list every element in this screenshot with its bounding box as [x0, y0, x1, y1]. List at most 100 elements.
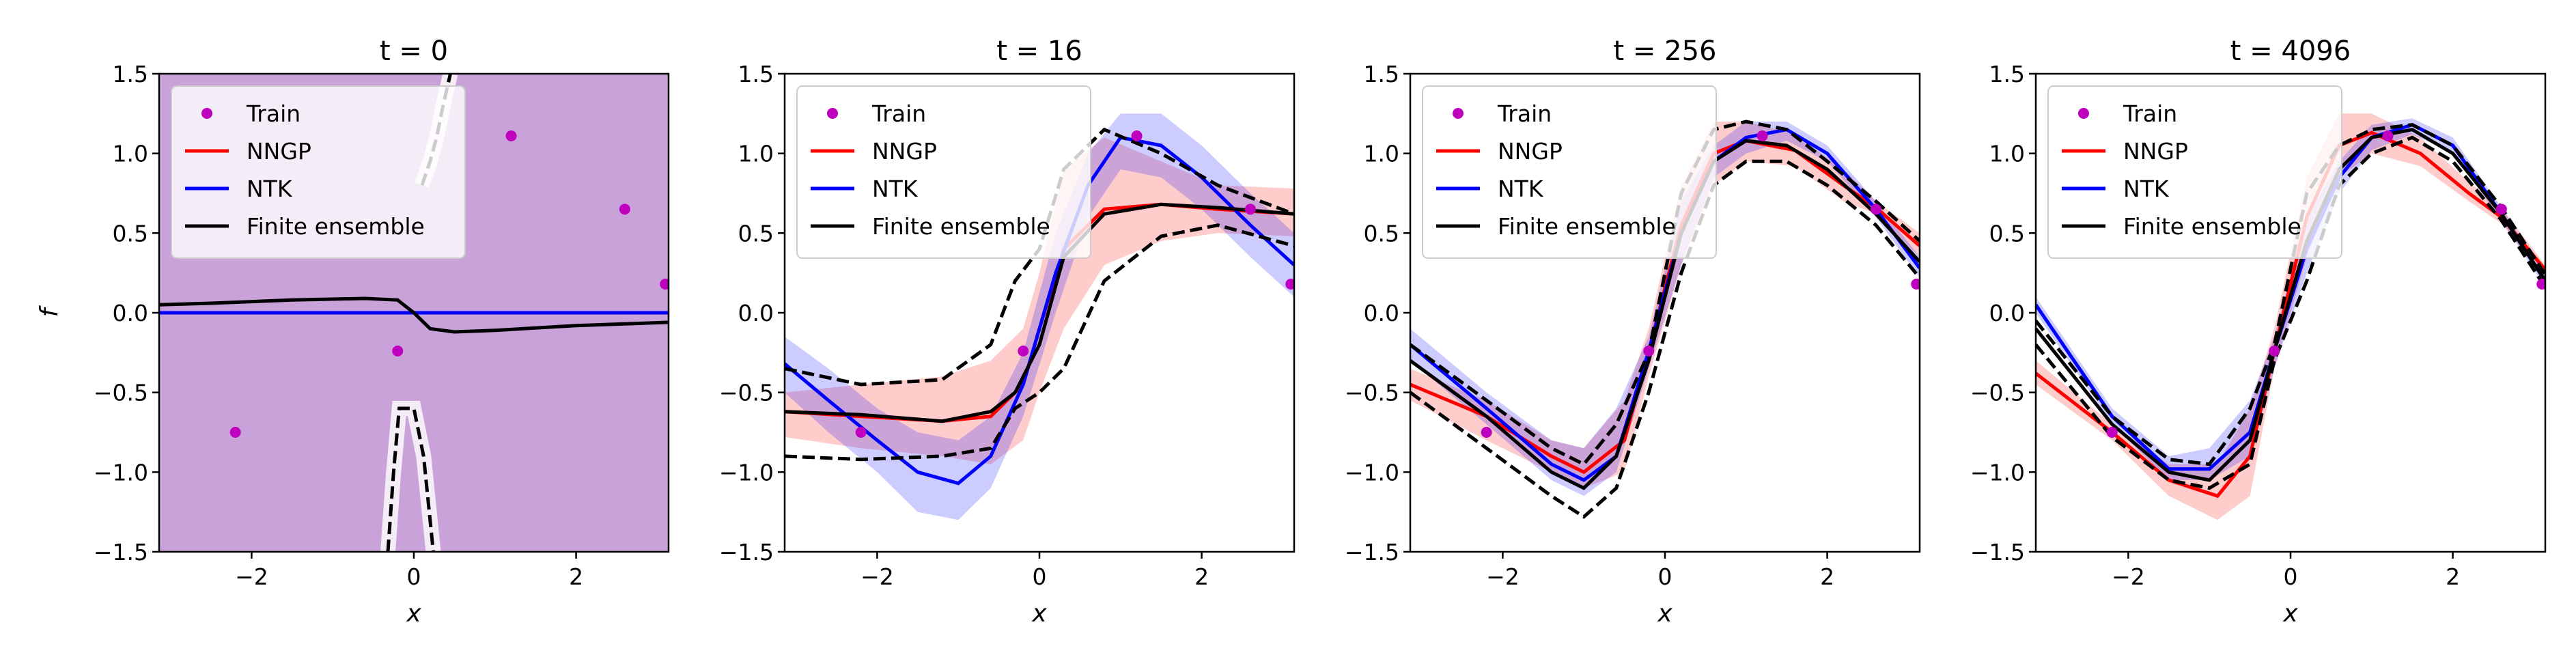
- finite-ensemble-line: [159, 296, 669, 334]
- y-tick-label: −1.5: [1345, 539, 1399, 565]
- train-point: [392, 346, 404, 356]
- y-axis-label: f: [36, 305, 64, 317]
- ntk-variance-band: [785, 113, 1294, 520]
- plot-area: [785, 113, 1294, 520]
- panel-4: −1.5 −1.0 −0.5 0.0 0.5 1.0 1.5 −2 0 2 t = 4096 x Tra…: [1970, 36, 2547, 628]
- train-point: [1756, 130, 1768, 141]
- finite-lower-dashed-line: [785, 223, 1294, 462]
- legend-ntk-label: NTK: [872, 176, 919, 202]
- legend-train-label: Train: [1497, 100, 1552, 127]
- legend-nngp-label: NNGP: [872, 138, 937, 165]
- legend-train-label: Train: [246, 100, 300, 127]
- y-tick-label: 1.5: [1989, 61, 2025, 87]
- ntk-line: [785, 135, 1294, 486]
- x-axis-label: x: [406, 600, 421, 628]
- nngp-variance-band: [1410, 122, 1920, 488]
- y-tick-label: −0.5: [719, 380, 774, 406]
- panel-title: t = 0: [380, 36, 448, 67]
- panel-title: t = 16: [996, 36, 1082, 67]
- x-tick-label: 0: [1033, 563, 1047, 590]
- y-tick-label: 1.0: [1989, 141, 2025, 167]
- train-point: [2382, 130, 2394, 141]
- legend-box: [796, 85, 1091, 259]
- x-tick-label: 2: [1820, 563, 1834, 590]
- y-tick-label: −0.5: [1970, 380, 2025, 406]
- y-tick-label: 1.5: [1364, 61, 1399, 87]
- panel-1: −1.5 −1.0 −0.5 0.0 0.5 1.0 1.5 −2 0 2 t = 0 x f Train…: [36, 36, 670, 628]
- x-axis-label: x: [1657, 600, 1672, 628]
- panel-title: t = 256: [1614, 36, 1717, 67]
- train-point: [619, 204, 630, 215]
- y-tick-label: 0.0: [1364, 300, 1399, 326]
- y-tick-label: 1.0: [738, 141, 774, 167]
- x-tick-label: −2: [1486, 563, 1520, 590]
- legend-train-marker: [827, 108, 838, 119]
- train-point: [1481, 427, 1492, 438]
- panel-2: −1.5 −1.0 −0.5 0.0 0.5 1.0 1.5 −2 0 2 t = 16 x Train…: [719, 36, 1296, 628]
- train-point: [1285, 279, 1294, 290]
- legend-train-marker: [2078, 108, 2089, 119]
- train-point: [1018, 346, 1029, 356]
- ntk-variance-band: [1410, 122, 1920, 496]
- legend-train-label: Train: [871, 100, 926, 127]
- train-point: [1244, 204, 1256, 215]
- legend: Train NNGP NTK Finite ensemble: [171, 85, 466, 259]
- legend: Train NNGP NTK Finite ensemble: [2047, 85, 2342, 259]
- legend-train-label: Train: [2123, 100, 2177, 127]
- panel-3: −1.5 −1.0 −0.5 0.0 0.5 1.0 1.5 −2 0 2 t = 256 x Trai…: [1345, 36, 1921, 628]
- x-tick-label: 2: [569, 563, 583, 590]
- x-tick-label: 2: [1194, 563, 1209, 590]
- y-tick-label: 1.5: [738, 61, 774, 87]
- train-point: [660, 279, 669, 290]
- x-tick-label: 0: [2284, 563, 2298, 590]
- legend-nngp-label: NNGP: [2123, 138, 2188, 165]
- train-point: [229, 427, 241, 438]
- legend-finite-label: Finite ensemble: [247, 213, 425, 240]
- x-tick-label: 0: [407, 563, 421, 590]
- y-tick-label: 1.0: [113, 141, 148, 167]
- x-axis-label: x: [2282, 600, 2298, 628]
- y-tick-label: −0.5: [1345, 380, 1399, 406]
- x-tick-label: −2: [235, 563, 268, 590]
- y-tick-label: −1.5: [94, 539, 148, 565]
- panel-title: t = 4096: [2230, 36, 2351, 67]
- train-point: [2536, 279, 2545, 290]
- x-tick-label: −2: [860, 563, 894, 590]
- legend: Train NNGP NTK Finite ensemble: [1422, 85, 1717, 259]
- y-tick-label: 0.5: [113, 220, 148, 247]
- legend-finite-label: Finite ensemble: [872, 213, 1050, 240]
- y-tick-label: −1.5: [719, 539, 774, 565]
- y-tick-label: 0.5: [1989, 220, 2025, 247]
- train-point: [1131, 130, 1143, 141]
- y-tick-label: 0.0: [1989, 300, 2025, 326]
- x-tick-label: 0: [1658, 563, 1672, 590]
- finite-lower-dashed-line: [1410, 159, 1920, 519]
- legend: Train NNGP NTK Finite ensemble: [796, 85, 1091, 259]
- legend-box: [1422, 85, 1717, 259]
- y-tick-label: −1.5: [1970, 539, 2025, 565]
- train-point: [2269, 346, 2280, 356]
- legend-nngp-label: NNGP: [1498, 138, 1563, 165]
- train-point: [505, 130, 517, 141]
- x-tick-label: −2: [2112, 563, 2145, 590]
- train-point: [1870, 204, 1881, 215]
- finite-lower-dashed-line: [2036, 135, 2545, 490]
- x-axis-label: x: [1031, 600, 1047, 628]
- y-tick-label: 0.0: [738, 300, 774, 326]
- legend-ntk-label: NTK: [247, 176, 293, 202]
- finite-lower-dashed-line: [386, 406, 435, 552]
- train-point: [1643, 346, 1655, 356]
- train-point: [1911, 279, 1920, 290]
- y-tick-label: 1.5: [113, 61, 148, 87]
- y-tick-label: 0.5: [738, 220, 774, 247]
- legend-train-marker: [1453, 108, 1464, 119]
- legend-train-marker: [201, 108, 212, 119]
- legend-finite-label: Finite ensemble: [1498, 213, 1676, 240]
- y-tick-label: 0.5: [1364, 220, 1399, 247]
- legend-nngp-label: NNGP: [247, 138, 311, 165]
- legend-box: [2047, 85, 2342, 259]
- legend-box: [171, 85, 466, 259]
- train-point: [2495, 204, 2507, 215]
- legend-ntk-label: NTK: [2123, 176, 2170, 202]
